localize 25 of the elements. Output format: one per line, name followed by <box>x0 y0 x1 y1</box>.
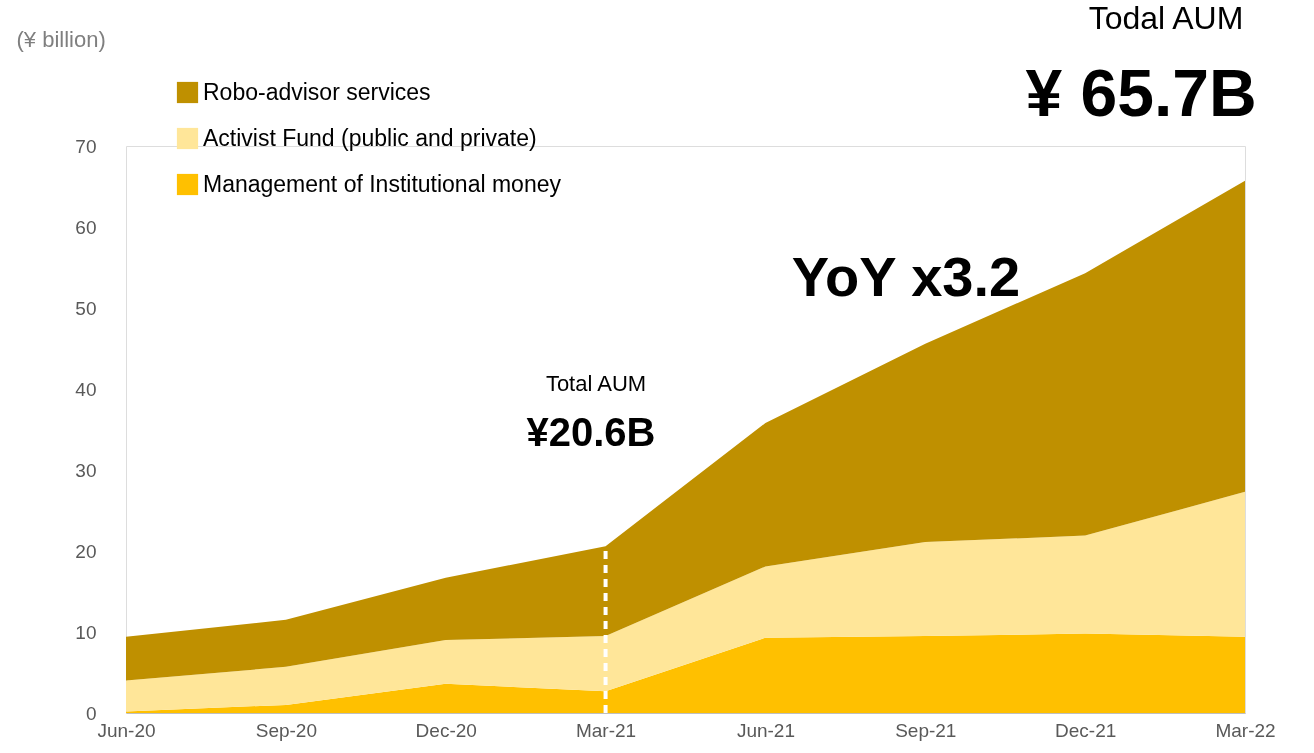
y-tick-label: 60 <box>75 216 97 238</box>
y-tick-label: 30 <box>75 459 97 481</box>
text: Todal AUM <box>1088 0 1244 36</box>
y-tick-label: 40 <box>75 378 97 400</box>
text: ¥ 65.7B <box>1025 56 1257 130</box>
y-tick-label: 0 <box>85 702 97 724</box>
legend-label: Management of Institutional money <box>203 170 562 197</box>
annotation: ¥20.6B <box>526 410 656 454</box>
x-tick-label: Dec-21 <box>1055 719 1117 741</box>
x-tick-label: Mar-21 <box>575 719 637 741</box>
annotation: YoY x3.2 <box>791 245 1021 308</box>
y-axis-title: (¥ billion) <box>16 26 106 52</box>
legend-label: Activist Fund (public and private) <box>203 124 537 151</box>
legend-label: Robo-advisor services <box>203 78 431 105</box>
y-tick-label: 10 <box>75 621 97 643</box>
x-tick-label: Sep-21 <box>895 719 957 741</box>
x-tick-label: Dec-20 <box>415 719 477 741</box>
x-tick-label: Mar-22 <box>1215 719 1276 741</box>
x-tick-label: Sep-20 <box>255 719 317 741</box>
x-tick-label: Jun-21 <box>736 719 795 741</box>
annotation: Total AUM <box>545 371 647 396</box>
y-tick-label: 20 <box>75 540 97 562</box>
y-tick-label: 50 <box>75 297 97 319</box>
x-tick-label: Jun-20 <box>97 719 156 741</box>
y-tick-label: 70 <box>75 135 97 157</box>
